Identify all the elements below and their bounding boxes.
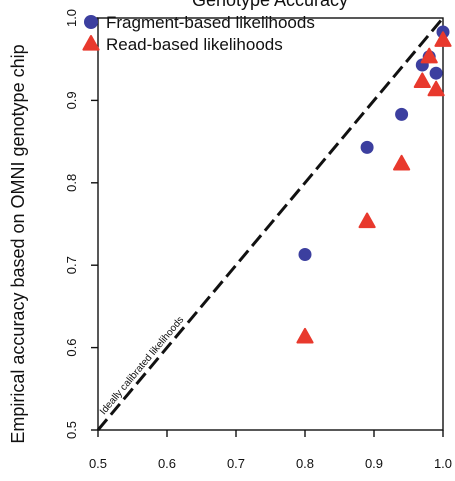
x-tick-label: 0.8 xyxy=(296,456,314,471)
read-point xyxy=(358,212,376,229)
read-point xyxy=(296,327,314,344)
legend-label-fragment: Fragment-based likelihoods xyxy=(106,13,315,32)
y-tick-label: 1.0 xyxy=(64,9,79,27)
fragment-point xyxy=(360,140,374,154)
fragment-point xyxy=(298,247,312,261)
x-tick-label: 0.7 xyxy=(227,456,245,471)
axes: 0.5 0.6 0.7 0.8 0.9 1.0 0.5 0.6 0.7 0.8 0.9 1.0 xyxy=(64,9,452,471)
y-tick-label: 0.9 xyxy=(64,91,79,109)
read-point xyxy=(427,80,445,97)
read-point xyxy=(393,154,411,171)
y-tick-label: 0.7 xyxy=(64,256,79,274)
chart-title: Genotype Accuracy xyxy=(192,0,348,10)
y-axis-label: Empirical accuracy based on OMNI genotyp… xyxy=(8,44,28,443)
legend-label-read: Read-based likelihoods xyxy=(106,35,283,54)
legend-marker-fragment xyxy=(84,15,98,29)
fragment-point xyxy=(429,66,443,80)
legend-marker-read xyxy=(82,35,100,51)
read-point xyxy=(420,47,438,64)
x-tick-label: 1.0 xyxy=(434,456,452,471)
read-point xyxy=(434,31,452,47)
reference-line-group: Ideally calibrated likelihoods xyxy=(96,17,445,431)
y-tick-label: 0.8 xyxy=(64,174,79,192)
reference-line-label: Ideally calibrated likelihoods xyxy=(98,315,186,418)
plot-frame xyxy=(97,17,444,431)
reference-line xyxy=(96,17,445,431)
y-tick-label: 0.6 xyxy=(64,339,79,357)
x-tick-label: 0.9 xyxy=(365,456,383,471)
fragment-point xyxy=(395,107,409,121)
data-points xyxy=(296,25,452,344)
x-tick-label: 0.6 xyxy=(158,456,176,471)
read-point xyxy=(413,72,431,89)
x-tick-label: 0.5 xyxy=(89,456,107,471)
legend: Fragment-based likelihoods Read-based lik… xyxy=(82,13,315,54)
y-tick-label: 0.5 xyxy=(64,421,79,439)
